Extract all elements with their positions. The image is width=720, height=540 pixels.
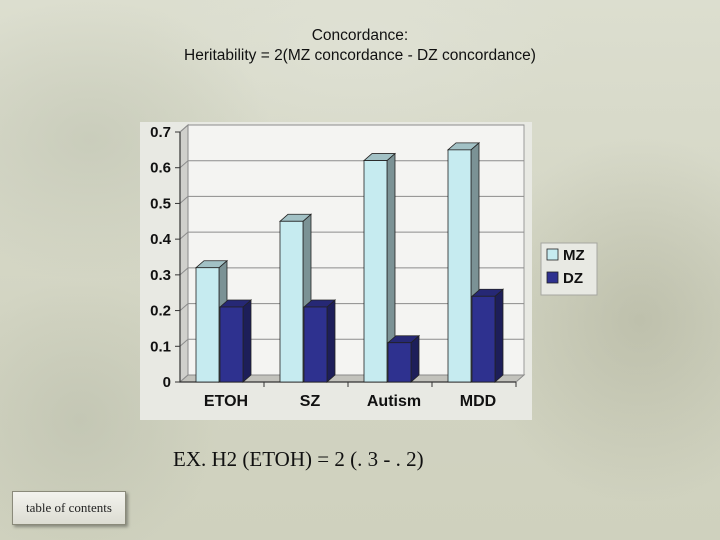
gridline: [179, 267, 524, 276]
bar-dz-sz: [302, 299, 337, 383]
y-tick-label: 0.6: [150, 160, 171, 177]
bar-front: [471, 295, 496, 383]
y-tick-label: 0: [163, 374, 171, 391]
slide-title: Concordance:: [311, 27, 409, 44]
bar-front: [303, 306, 328, 383]
bar-front: [363, 160, 388, 383]
bar-front: [387, 342, 412, 383]
x-category-label: Autism: [367, 393, 421, 410]
y-tick-label: 0.2: [150, 303, 171, 320]
bar-side: [242, 299, 252, 383]
bars-layer: [194, 141, 505, 383]
bar-side: [494, 288, 504, 383]
bar-dz-etoh: [218, 299, 253, 383]
y-tick-label: 0.7: [150, 124, 171, 141]
y-tick-label: 0.4: [150, 231, 172, 248]
slide-subtitle: Heritability = 2(MZ concordance - DZ con…: [184, 47, 536, 64]
bar-mz-autism: [362, 152, 397, 383]
gridline: [179, 303, 524, 311]
legend-label-mz: MZ: [563, 247, 585, 264]
gridline: [179, 231, 524, 240]
bar-side: [326, 299, 336, 383]
chart-legend: MZ DZ: [540, 242, 598, 296]
bar-dz-autism: [386, 334, 421, 383]
x-category-label: SZ: [300, 393, 321, 410]
bar-front: [219, 306, 244, 383]
gridline: [179, 160, 524, 169]
y-tick-label: 0.1: [150, 338, 171, 355]
x-category-label: ETOH: [204, 393, 248, 410]
bar-front: [447, 149, 472, 383]
legend-swatch-mz: [546, 248, 559, 261]
gridline: [179, 195, 524, 204]
grid-layer: [178, 123, 526, 384]
heritability-example-formula: EX. H2 (ETOH) = 2 (. 3 - . 2): [173, 447, 424, 471]
y-tick-label: 0.3: [150, 267, 171, 284]
legend-swatch-dz: [546, 271, 559, 284]
bar-front: [195, 267, 220, 383]
bar-side: [410, 334, 420, 383]
labels-layer: 0 0.1 0.2 0.3 0.4 0.5 0.6 0.7 ETOH SZ Autism MDD: [150, 124, 496, 410]
x-category-label: MDD: [460, 393, 496, 410]
bar-dz-mdd: [470, 288, 505, 383]
gridline: [179, 124, 524, 133]
table-of-contents-button[interactable]: table of contents: [12, 491, 126, 525]
y-tick-label: 0.5: [150, 195, 171, 212]
legend-label-dz: DZ: [563, 270, 583, 287]
bar-front: [279, 220, 304, 383]
